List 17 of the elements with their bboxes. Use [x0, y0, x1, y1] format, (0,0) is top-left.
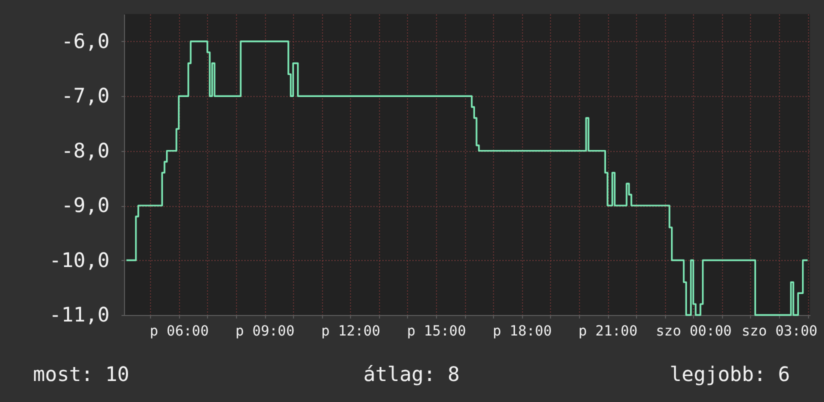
x-tick-label: szo 00:00 — [656, 324, 732, 340]
x-tick-label: p 12:00 — [321, 324, 380, 340]
y-tick-label: -11,0 — [49, 302, 110, 326]
y-tick-label: -9,0 — [61, 193, 110, 218]
y-tick-label: -7,0 — [61, 84, 110, 108]
text: most: 10 — [33, 362, 130, 386]
x-tick-label: p 18:00 — [492, 324, 552, 340]
y-tick-label: -8,0 — [61, 138, 110, 162]
text: legjobb: 6 — [670, 362, 790, 386]
y-tick-label: -10,0 — [49, 248, 110, 272]
x-tick-label: p 09:00 — [236, 324, 295, 340]
x-tick-label: p 21:00 — [578, 324, 638, 340]
y-tick-label: -6,0 — [61, 28, 110, 53]
x-tick-label: p 06:00 — [150, 324, 209, 340]
x-tick-label: p 15:00 — [407, 324, 466, 340]
text: átlag: 8 — [363, 362, 460, 386]
x-tick-label: szo 03:00 — [742, 324, 818, 340]
